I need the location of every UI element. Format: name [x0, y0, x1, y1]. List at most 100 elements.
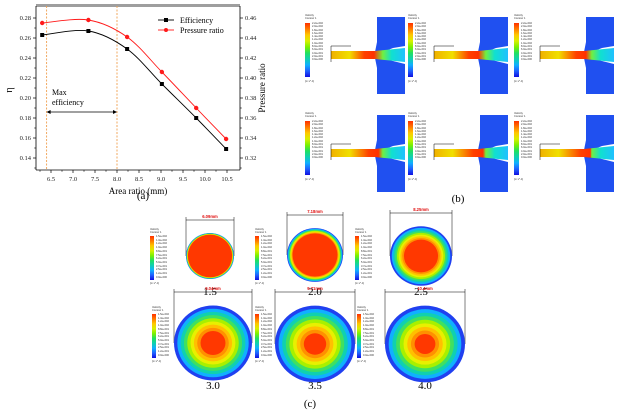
nozzle-contour-5: Velocity Contour 1 2.2e+002 2.0e+002 1.8e+0…	[406, 108, 508, 198]
contour-unit: [m s^-1]	[305, 178, 315, 181]
x-tick-label: 8.0	[113, 176, 121, 183]
velocity-ring	[187, 234, 233, 278]
contour-color-scale	[408, 23, 413, 77]
data-point-efficiency	[125, 47, 130, 51]
contour-legend-title: Velocity Contour 1	[355, 228, 367, 235]
contour-unit: [m s^-1]	[150, 282, 160, 285]
contour-scale-values: 2.2e+002 2.0e+002 1.8e+002 1.6e+002 1.4e+002…	[415, 22, 426, 62]
contour-scale-values: 1.5e+002 1.3e+002 1.2e+002 1.0e+002 8.8e+001…	[363, 313, 374, 357]
nozzle-geometry	[330, 115, 405, 192]
y-right-tick-label: 0.32	[245, 155, 256, 162]
annotation-max: Max	[52, 88, 67, 97]
cross-section-legend: Velocity Contour 1 1.5e+002 1.3e+002 1.2e+0…	[150, 228, 180, 298]
contour-color-scale	[357, 314, 361, 358]
arrow-right-icon	[113, 110, 117, 114]
contour-color-scale	[255, 314, 259, 358]
contour-color-scale	[514, 121, 519, 175]
diameter-label: 8.25mm	[413, 207, 429, 212]
contour-legend-title: Velocity Contour 1	[305, 14, 317, 21]
y-axis-left-label: η	[4, 87, 15, 92]
contour-unit: [m s^-1]	[514, 178, 524, 181]
diameter-label: 10.4mm	[417, 286, 433, 291]
y-right-tick-label: 0.44	[245, 35, 257, 42]
nozzle-contour-2: Velocity Contour 1 2.2e+002 2.0e+002 1.8e+0…	[406, 10, 508, 100]
caption-c: (c)	[303, 398, 317, 410]
diameter-label: 9.71mm	[307, 286, 323, 291]
y-left-tick-label: 0.28	[20, 15, 31, 22]
y-right-tick-label: 0.36	[245, 115, 257, 122]
velocity-ring	[303, 333, 327, 355]
contour-color-scale	[408, 121, 413, 175]
contour-unit: [m s^-1]	[514, 80, 524, 83]
y-left-tick-label: 0.22	[20, 75, 31, 82]
x-tick-label: 7.0	[69, 176, 77, 183]
x-axis-label: Area ratio (mm)	[109, 186, 167, 196]
legend-marker-square	[164, 18, 168, 22]
contour-unit: [m s^-1]	[305, 80, 315, 83]
nozzle-contour-4: Velocity Contour 1 2.2e+002 2.0e+002 1.8e+0…	[303, 108, 405, 198]
x-tick-label: 10.5	[221, 176, 232, 183]
cross-section-contour-2	[286, 212, 344, 282]
caption-a: (a)	[136, 190, 150, 202]
data-point-efficiency	[86, 29, 91, 33]
area-ratio-label: 4.0	[418, 380, 432, 392]
series-line-pressure-ratio	[42, 18, 227, 140]
y-right-tick-label: 0.46	[245, 15, 257, 22]
y-right-tick-label: 0.38	[245, 95, 256, 102]
data-point-pressure-ratio	[194, 105, 199, 111]
y-left-tick-label: 0.26	[20, 35, 32, 42]
contour-legend-title: Velocity Contour 1	[514, 14, 526, 21]
x-tick-label: 8.5	[135, 176, 143, 183]
cross-section-legend: Velocity Contour 1 1.5e+002 1.3e+002 1.2e+0…	[357, 306, 387, 376]
y-right-tick-label: 0.40	[245, 75, 256, 82]
data-point-efficiency	[40, 33, 45, 37]
diameter-label: 9.04mm	[205, 286, 221, 291]
series-line-efficiency	[42, 30, 227, 150]
contour-color-scale	[152, 314, 156, 358]
y-right-tick-label: 0.42	[245, 55, 256, 62]
data-point-efficiency	[224, 147, 229, 151]
contour-color-scale	[150, 236, 154, 280]
y-axis-right-label: Pressure ratio	[257, 63, 267, 113]
contour-color-scale	[514, 23, 519, 77]
data-point-pressure-ratio	[223, 136, 229, 142]
x-tick-label: 9.5	[179, 176, 187, 183]
data-point-pressure-ratio	[86, 17, 91, 23]
legend-label: Efficiency	[180, 16, 213, 25]
contour-color-scale	[355, 236, 359, 280]
data-point-pressure-ratio	[40, 20, 45, 26]
caption-b: (b)	[451, 193, 465, 205]
velocity-ring	[414, 334, 436, 354]
nozzle-contour-3: Velocity Contour 1 2.2e+002 2.0e+002 1.8e+0…	[512, 10, 614, 100]
nozzle-geometry	[330, 17, 405, 94]
legend-marker-circle	[164, 28, 168, 32]
velocity-ring	[200, 331, 226, 355]
diameter-label: 6.09mm	[202, 214, 218, 219]
diameter-label: 7.18mm	[307, 209, 323, 214]
x-tick-label: 10.0	[199, 176, 210, 183]
contour-scale-values: 2.2e+002 2.0e+002 1.8e+002 1.6e+002 1.4e+002…	[521, 22, 532, 62]
cross-section-legend: Velocity Contour 1 1.5e+002 1.3e+002 1.2e+0…	[152, 306, 182, 376]
velocity-ring	[403, 239, 439, 273]
nozzle-contour-6: Velocity Contour 1 2.2e+002 2.0e+002 1.8e+0…	[512, 108, 614, 198]
cross-section-contour-4	[173, 289, 253, 381]
data-point-pressure-ratio	[124, 34, 130, 40]
annotation-efficiency: efficiency	[52, 98, 84, 107]
nozzle-geometry	[433, 17, 508, 94]
contour-scale-values: 2.2e+002 2.0e+002 1.8e+002 1.6e+002 1.4e+002…	[312, 22, 323, 62]
cross-section-contour-3	[389, 210, 453, 286]
nozzle-geometry	[539, 115, 614, 192]
y-right-tick-label: 0.34	[245, 135, 257, 142]
y-left-tick-label: 0.18	[20, 115, 31, 122]
y-left-tick-label: 0.14	[20, 155, 32, 162]
x-tick-label: 7.5	[91, 176, 99, 183]
contour-legend-title: Velocity Contour 1	[408, 14, 420, 21]
contour-unit: [m s^-1]	[255, 282, 265, 285]
contour-scale-values: 2.2e+002 2.0e+002 1.8e+002 1.6e+002 1.4e+002…	[521, 120, 532, 160]
contour-legend-title: Velocity Contour 1	[305, 112, 317, 119]
contour-unit: [m s^-1]	[408, 178, 418, 181]
nozzle-contour-1: Velocity Contour 1 2.2e+002 2.0e+002 1.8e+0…	[303, 10, 405, 100]
contour-unit: [m s^-1]	[357, 360, 367, 363]
cross-section-legend: Velocity Contour 1 1.5e+002 1.3e+002 1.2e+0…	[355, 228, 385, 298]
y-left-tick-label: 0.24	[20, 55, 32, 62]
